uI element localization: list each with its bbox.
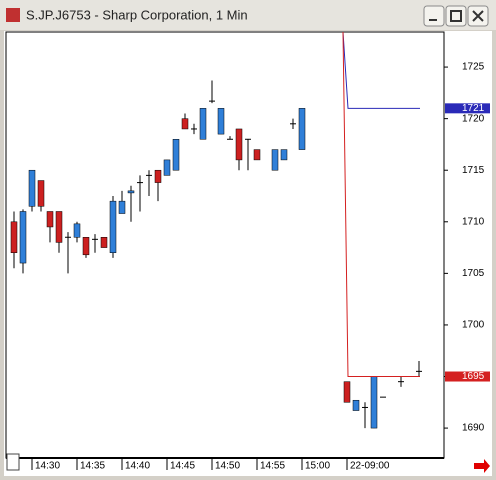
x-tick-label: 14:55 <box>260 461 285 472</box>
y-tick-label: 1705 <box>462 268 485 279</box>
scroll-right-arrow[interactable] <box>474 459 490 473</box>
chart: 1690 1695 1700 1705 1710 1715 1720 1725 14:30 14:… <box>10 31 490 472</box>
close-icon <box>472 10 484 22</box>
maximize-icon <box>450 10 462 22</box>
candle-body <box>55 211 63 243</box>
level-line <box>342 31 420 378</box>
candle-body <box>100 237 108 248</box>
candle-body <box>370 376 378 429</box>
candle-body <box>73 223 81 238</box>
candle-body <box>118 200 126 214</box>
candle-body <box>199 108 207 140</box>
title-buttons[interactable] <box>423 5 489 27</box>
candle-body <box>163 159 171 176</box>
candle-body <box>271 149 279 171</box>
candle-body <box>127 190 135 194</box>
maximize-button[interactable] <box>445 5 467 27</box>
level-tag <box>445 103 490 114</box>
candle-body <box>235 128 243 161</box>
plot-area <box>5 31 445 459</box>
candle-body <box>82 237 90 256</box>
minimize-button[interactable] <box>423 5 445 27</box>
x-tick-label: 14:45 <box>170 461 195 472</box>
x-tick-label: 14:30 <box>35 461 60 472</box>
x-tick-label: 22-09:00 <box>350 461 390 472</box>
level-label: 1721 <box>462 103 485 114</box>
x-tick-label: 14:40 <box>125 461 150 472</box>
scroll-box[interactable] <box>6 453 20 471</box>
window-title: S.JP.J6753 - Sharp Corporation, 1 Min <box>26 7 248 22</box>
candle-body <box>352 399 360 411</box>
x-tick-label: 14:35 <box>80 461 105 472</box>
candle-body <box>343 381 351 403</box>
candle-body <box>280 149 288 161</box>
y-tick-label: 1710 <box>462 216 485 227</box>
level-tag <box>445 371 490 382</box>
candle-body <box>253 149 261 161</box>
candle-body <box>46 211 54 228</box>
candle-body <box>28 169 36 207</box>
candle-body <box>10 221 18 253</box>
y-tick-label: 1715 <box>462 165 485 176</box>
y-tick-label: 1700 <box>462 320 485 331</box>
y-tick-label: 1690 <box>462 423 485 434</box>
candle-body <box>181 118 189 130</box>
y-tick-label: 1725 <box>462 62 485 73</box>
candle-body <box>37 180 45 207</box>
y-tick-label: 1720 <box>462 113 485 124</box>
title-bar <box>0 0 496 30</box>
candle-body <box>298 108 306 150</box>
level-label: 1695 <box>462 371 485 382</box>
app-icon <box>6 8 20 22</box>
candle-body <box>217 108 225 135</box>
candle-body <box>109 200 117 253</box>
candle-body <box>154 169 162 183</box>
x-tick-label: 15:00 <box>305 461 330 472</box>
x-tick-label: 14:50 <box>215 461 240 472</box>
candle-body <box>172 139 180 171</box>
level-line <box>342 31 420 109</box>
candle-body <box>19 211 27 264</box>
